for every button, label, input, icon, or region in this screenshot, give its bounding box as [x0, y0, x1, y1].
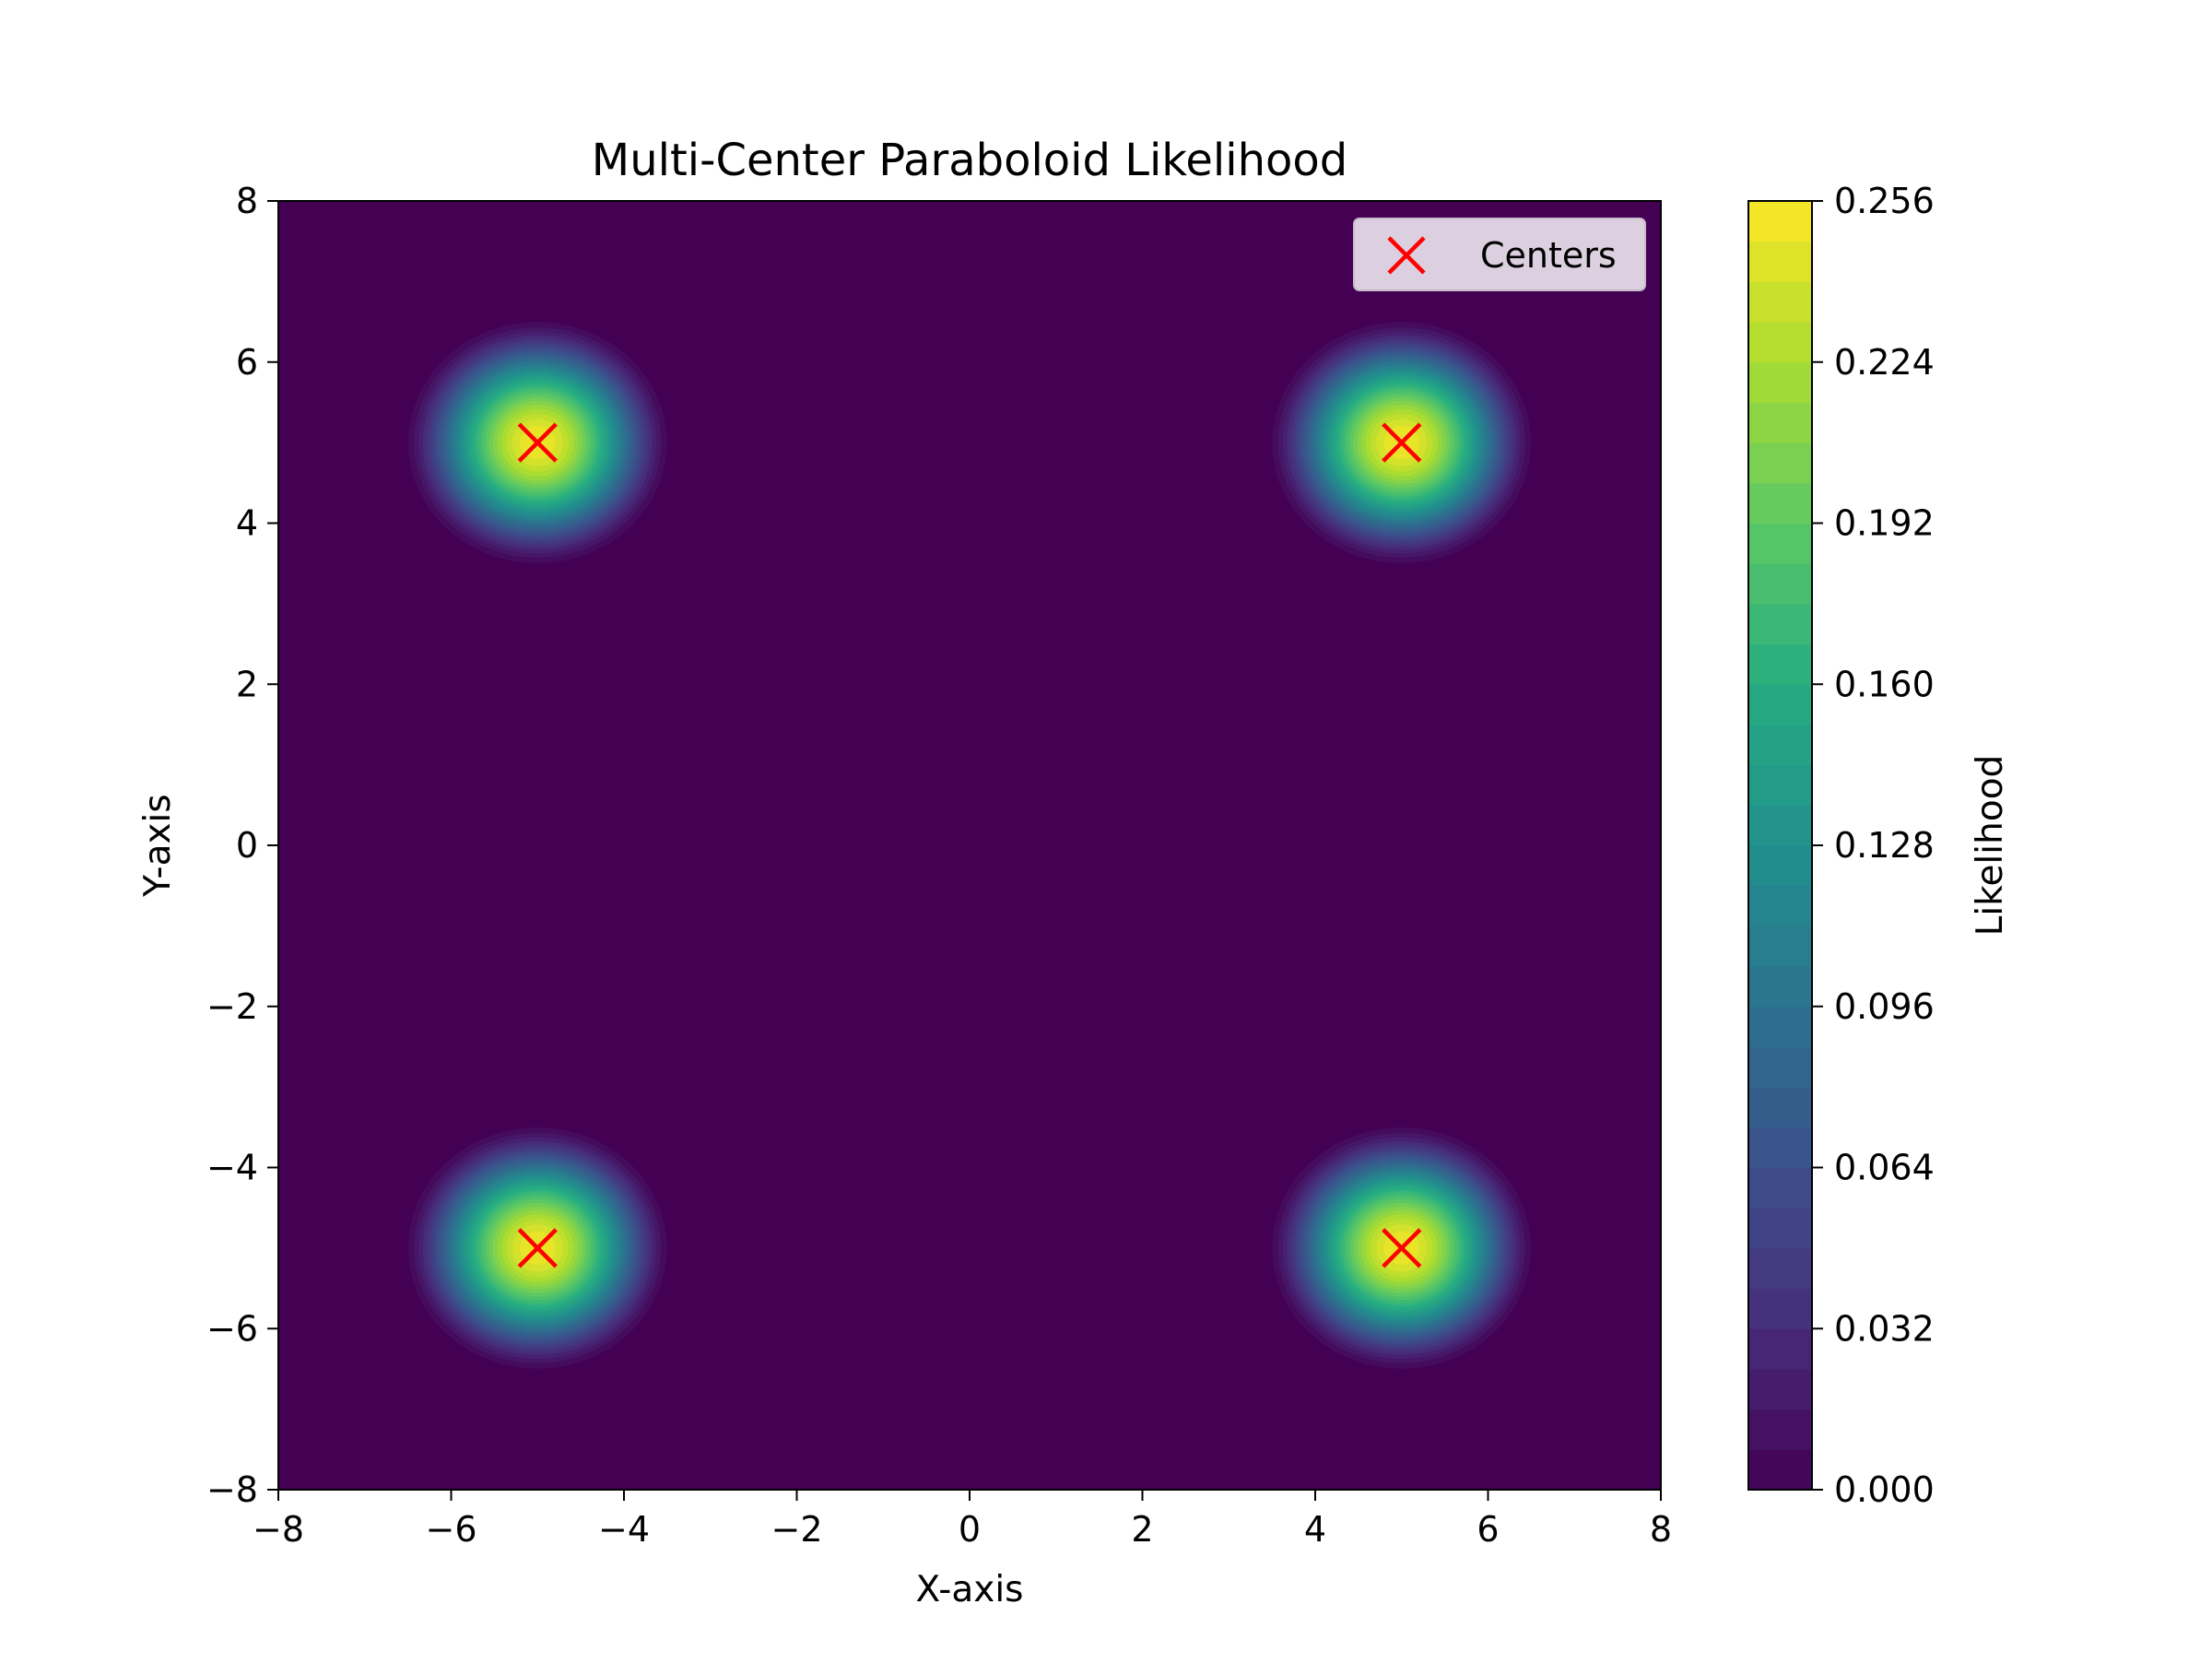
colorbar-band — [1748, 1328, 1812, 1370]
colorbar-band — [1748, 281, 1812, 323]
x-tick-label: 4 — [1304, 1509, 1326, 1550]
x-tick-label: −8 — [253, 1509, 304, 1550]
colorbar-band — [1748, 241, 1812, 282]
colorbar-band — [1748, 563, 1812, 605]
colorbar-tick-label: 0.160 — [1834, 664, 1935, 704]
colorbar-band — [1748, 402, 1812, 443]
y-tick-label: −6 — [206, 1308, 258, 1349]
colorbar-band — [1748, 1167, 1812, 1209]
x-tick-label: −4 — [598, 1509, 650, 1550]
y-axis: −8 −6 −4 −2 0 2 4 6 8 — [206, 181, 278, 1510]
legend-box — [1353, 218, 1646, 291]
colorbar-band — [1748, 1208, 1812, 1249]
y-tick-label: 4 — [236, 503, 258, 544]
colorbar-band — [1748, 361, 1812, 404]
colorbar-band — [1748, 724, 1812, 766]
y-tick-label: −4 — [206, 1148, 258, 1188]
colorbar-band — [1748, 926, 1812, 967]
y-axis-label: Y-axis — [137, 794, 179, 897]
y-tick-label: 2 — [236, 664, 258, 704]
colorbar-band — [1748, 966, 1812, 1008]
center-marker-1 — [1382, 422, 1422, 463]
plot-area — [277, 200, 1662, 1491]
x-tick-label: 2 — [1131, 1509, 1153, 1550]
center-marker-2 — [517, 1228, 558, 1268]
colorbar-band — [1748, 442, 1812, 484]
colorbar-band — [1748, 201, 1812, 242]
y-tick-label: 0 — [236, 825, 258, 866]
y-tick-label: −2 — [206, 986, 258, 1027]
chart-title: Multi-Center Paraboloid Likelihood — [592, 135, 1347, 186]
colorbar-band — [1748, 1087, 1812, 1128]
legend-marker-x-icon — [1387, 236, 1426, 275]
colorbar-tick-label: 0.192 — [1834, 503, 1935, 544]
colorbar-band — [1748, 764, 1812, 806]
legend-label-centers: Centers — [1480, 235, 1617, 276]
colorbar-tick-label: 0.256 — [1834, 181, 1935, 221]
colorbar-tick-label: 0.224 — [1834, 342, 1935, 383]
colorbar: 0.000 0.032 0.064 0.096 0.128 0.160 0.192 0.224… — [1747, 181, 2011, 1510]
colorbar-band — [1748, 1449, 1812, 1491]
colorbar-bands — [1748, 201, 1812, 1491]
y-tick-label: 6 — [236, 342, 258, 383]
y-tick-label: −8 — [206, 1469, 258, 1510]
x-tick-label: −2 — [771, 1509, 822, 1550]
colorbar-band — [1748, 523, 1812, 564]
colorbar-tick-label: 0.128 — [1834, 825, 1935, 866]
colorbar-band — [1748, 1409, 1812, 1450]
colorbar-band — [1748, 684, 1812, 725]
colorbar-tick-label: 0.000 — [1834, 1469, 1935, 1510]
colorbar-band — [1748, 1247, 1812, 1290]
x-tick-label: −6 — [425, 1509, 477, 1550]
colorbar-band — [1748, 1046, 1812, 1088]
x-axis: −8 −6 −4 −2 0 2 4 6 8 — [253, 1490, 1672, 1550]
colorbar-band — [1748, 1368, 1812, 1410]
colorbar-tick-label: 0.096 — [1834, 986, 1935, 1027]
x-tick-label: 8 — [1650, 1509, 1672, 1550]
colorbar-band — [1748, 1288, 1812, 1329]
colorbar-ticks: 0.000 0.032 0.064 0.096 0.128 0.160 0.192 0.224… — [1812, 181, 1935, 1510]
center-markers — [517, 422, 1422, 1268]
colorbar-tick-label: 0.032 — [1834, 1308, 1935, 1349]
colorbar-band — [1748, 643, 1812, 685]
colorbar-band — [1748, 805, 1812, 846]
x-tick-label: 6 — [1477, 1509, 1499, 1550]
colorbar-band — [1748, 1126, 1812, 1169]
colorbar-tick-label: 0.064 — [1834, 1148, 1935, 1188]
colorbar-label: Likelihood — [1970, 755, 2011, 937]
colorbar-band — [1748, 1006, 1812, 1048]
colorbar-band — [1748, 482, 1812, 525]
colorbar-band — [1748, 845, 1812, 887]
colorbar-band — [1748, 885, 1812, 926]
center-marker-3 — [1382, 1228, 1422, 1268]
colorbar-band — [1748, 322, 1812, 363]
center-marker-0 — [517, 422, 558, 463]
colorbar-band — [1748, 603, 1812, 645]
y-tick-label: 8 — [236, 181, 258, 221]
x-axis-label: X-axis — [916, 1569, 1024, 1610]
x-tick-label: 0 — [959, 1509, 981, 1550]
legend: Centers — [1353, 218, 1646, 291]
